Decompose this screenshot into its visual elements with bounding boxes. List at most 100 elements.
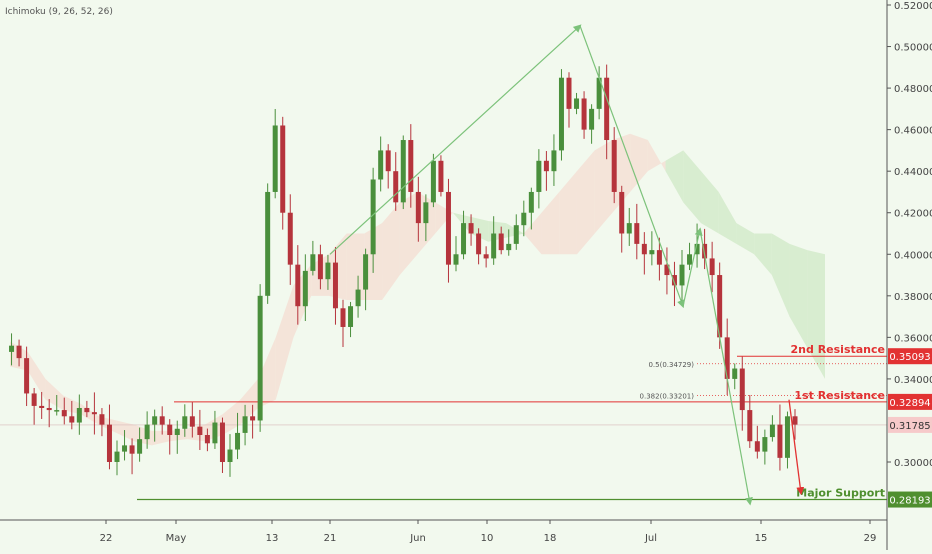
fib-level-label: 0.382(0.33201)	[640, 393, 695, 401]
price-axis-background	[887, 0, 932, 550]
price-tick-label: 0.36000	[894, 333, 932, 344]
time-tick-label: 21	[324, 533, 337, 544]
trend-arrow	[699, 229, 753, 506]
candle-body	[24, 358, 30, 394]
cloud-segment	[736, 223, 755, 255]
candle-body	[302, 270, 308, 307]
candle-body	[204, 434, 210, 444]
candle-body	[174, 428, 180, 435]
major-support-price-tag: 0.28193	[889, 496, 930, 507]
candle-body	[528, 191, 534, 213]
cloud-segment	[275, 285, 294, 400]
candle-body	[212, 422, 218, 444]
time-tick-label: 29	[864, 533, 877, 544]
cloud-segment	[523, 212, 542, 255]
candle-body	[453, 254, 459, 265]
second-resistance-price-tag: 0.35093	[889, 352, 930, 363]
candle-body	[16, 345, 22, 359]
cloud-segment	[789, 243, 808, 348]
candle-body	[438, 160, 444, 192]
cloud-segment	[541, 191, 560, 255]
cloud-segment	[612, 133, 631, 213]
current-price-tag: 0.31785	[889, 421, 930, 432]
candle-body	[152, 416, 158, 425]
candle-body	[430, 160, 436, 203]
candle-body	[250, 416, 256, 421]
candle-body	[619, 191, 625, 234]
candle-body	[197, 426, 203, 435]
candle-body	[182, 416, 188, 429]
candle-body	[393, 171, 399, 203]
time-tick-label: Jun	[409, 533, 426, 544]
trend-arrow	[682, 227, 703, 307]
candle-body	[39, 405, 45, 408]
candle-body	[363, 254, 369, 290]
price-tick-label: 0.34000	[894, 375, 932, 386]
time-tick-label: 22	[100, 533, 113, 544]
candle-body	[762, 437, 768, 452]
price-tick-label: 0.48000	[894, 84, 932, 95]
cloud-segment	[222, 399, 241, 435]
candle-body	[717, 275, 723, 338]
candle-body	[332, 262, 338, 309]
cloud-segment	[683, 150, 701, 224]
candle-body	[114, 451, 120, 462]
price-tick-label: 0.40000	[894, 250, 932, 261]
candle-body	[558, 77, 564, 151]
candle-body	[521, 212, 527, 226]
candle-body	[747, 410, 753, 442]
price-tick-label: 0.42000	[894, 209, 932, 220]
candle-body	[227, 449, 233, 462]
cloud-segment	[45, 378, 64, 411]
candle-body	[54, 410, 60, 412]
candle-body	[46, 407, 52, 411]
candle-body	[378, 150, 384, 180]
candle-body	[777, 424, 783, 458]
candle-body	[189, 416, 195, 427]
candle-body	[310, 254, 316, 271]
price-tick-label: 0.46000	[894, 126, 932, 137]
second-resistance-label: 2nd Resistance	[791, 343, 885, 356]
candle-body	[280, 125, 286, 213]
candle-body	[513, 225, 519, 244]
candle-body	[498, 233, 504, 251]
level-layer: 0.5(0.34729) 0.382(0.33201) 2nd Resistance…	[0, 343, 887, 501]
candle-body	[76, 407, 82, 423]
trend-arrow	[579, 25, 685, 309]
time-tick-label: 15	[755, 533, 768, 544]
candle-body	[84, 407, 90, 413]
candle-body	[272, 125, 278, 192]
cloud-segment	[665, 150, 684, 203]
cloud-segment	[346, 233, 365, 300]
first-resistance-price-tag: 0.32894	[889, 398, 930, 409]
candle-body	[415, 191, 421, 224]
candle-body	[626, 223, 632, 234]
cloud-segment	[700, 171, 719, 234]
candle-body	[257, 295, 263, 421]
candle-body	[385, 150, 391, 172]
candle-body	[340, 308, 346, 327]
candle-body	[732, 368, 738, 379]
candle-body	[137, 439, 143, 454]
time-tick-label: May	[166, 533, 187, 544]
second-resistance-price-tag-box	[888, 348, 932, 365]
candle-body	[702, 243, 708, 259]
candle-body	[408, 140, 414, 192]
cloud-segment	[27, 351, 46, 400]
cloud-segment	[594, 140, 613, 234]
cloud-segment	[576, 150, 595, 255]
candle-body	[596, 77, 602, 109]
candle-layer	[9, 64, 798, 477]
cloud-segment	[559, 171, 577, 255]
candle-body	[754, 441, 760, 452]
candle-body	[122, 445, 128, 452]
candle-body	[694, 243, 700, 255]
candle-body	[106, 424, 112, 462]
cloud-segment	[807, 250, 825, 379]
candle-body	[687, 254, 693, 265]
candle-body	[792, 416, 798, 425]
candle-body	[784, 416, 790, 458]
cloud-segment	[630, 133, 648, 192]
